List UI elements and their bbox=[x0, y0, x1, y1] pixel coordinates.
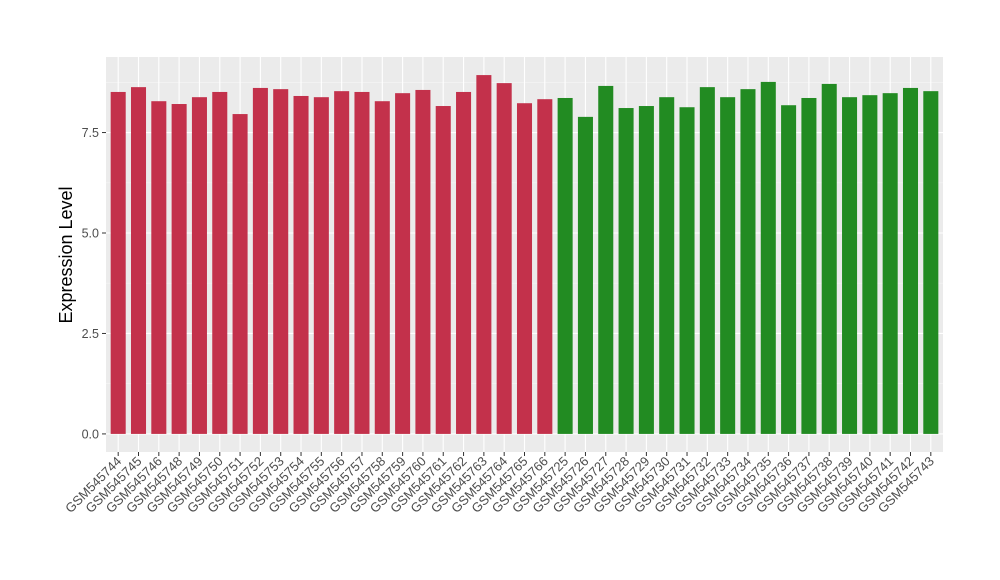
bar bbox=[577, 116, 593, 434]
bar bbox=[110, 91, 126, 434]
bar bbox=[638, 106, 654, 434]
bar bbox=[516, 103, 533, 434]
bar bbox=[842, 97, 858, 434]
bar bbox=[232, 114, 248, 434]
bar bbox=[273, 89, 289, 434]
bar bbox=[801, 97, 817, 434]
bar bbox=[537, 99, 553, 434]
bar bbox=[151, 101, 167, 434]
bar bbox=[760, 81, 776, 434]
y-axis-label: Expression Level bbox=[56, 186, 76, 323]
bar bbox=[923, 91, 939, 434]
bar bbox=[374, 101, 390, 434]
y-tick-label: 7.5 bbox=[82, 126, 99, 140]
bar bbox=[781, 105, 797, 434]
y-tick-label: 5.0 bbox=[82, 227, 99, 241]
bar bbox=[496, 83, 512, 434]
bar bbox=[171, 104, 187, 434]
bar bbox=[618, 108, 634, 434]
bar bbox=[435, 106, 451, 434]
bar bbox=[882, 93, 898, 434]
bar bbox=[476, 75, 492, 434]
bar bbox=[557, 97, 573, 434]
bar bbox=[313, 97, 329, 434]
bar bbox=[334, 91, 350, 434]
bar bbox=[252, 87, 268, 434]
bar bbox=[699, 87, 715, 434]
bar bbox=[415, 89, 431, 434]
bar bbox=[395, 93, 411, 434]
bar bbox=[130, 87, 147, 434]
bar bbox=[821, 83, 837, 434]
bar bbox=[191, 97, 207, 434]
bar bbox=[212, 91, 228, 434]
bar bbox=[720, 97, 736, 434]
bar bbox=[902, 87, 919, 434]
bar bbox=[598, 85, 614, 434]
bar bbox=[679, 107, 695, 434]
bar bbox=[456, 91, 472, 434]
y-tick-label: 2.5 bbox=[82, 327, 99, 341]
bar bbox=[293, 95, 309, 434]
bar bbox=[354, 91, 370, 434]
y-tick-label: 0.0 bbox=[82, 427, 99, 441]
bar bbox=[862, 95, 878, 434]
bar bbox=[659, 97, 675, 434]
bar bbox=[740, 89, 756, 434]
